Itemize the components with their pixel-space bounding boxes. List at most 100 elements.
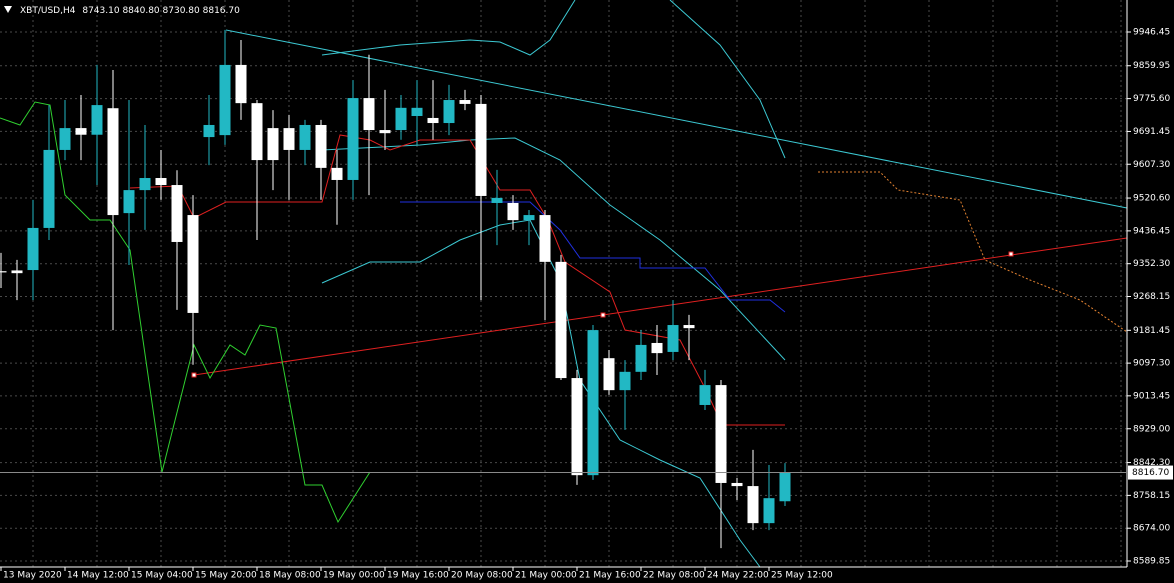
- candle-body: [347, 98, 359, 180]
- candle-body: [43, 149, 55, 228]
- chart-title: XBT/USD,H4 8743.10 8840.80 8730.80 8816.…: [20, 6, 240, 16]
- trend-line: [193, 237, 1128, 376]
- candle-body: [443, 100, 455, 124]
- candle-body: [683, 325, 695, 329]
- cloud-line: [818, 171, 1128, 333]
- y-tick-label: 8929.00: [1133, 424, 1170, 434]
- band-middle: [321, 137, 786, 361]
- candle-body: [75, 128, 87, 135]
- x-tick-label: 13 May 2020: [3, 571, 62, 581]
- candle-body: [187, 215, 199, 313]
- candle-body: [139, 178, 151, 191]
- candle-body: [107, 108, 119, 216]
- y-tick-label: 9691.45: [1133, 127, 1170, 137]
- trend-line: [225, 29, 1128, 209]
- candle-body: [219, 64, 231, 136]
- candle-body: [523, 215, 535, 221]
- candle-body: [235, 64, 247, 104]
- candle-body: [251, 103, 263, 161]
- y-tick-label: 8589.85: [1133, 557, 1170, 567]
- candle-body: [587, 330, 599, 476]
- candle-body: [171, 185, 183, 242]
- candle-body: [651, 342, 663, 354]
- x-tick-label: 14 May 12:00: [67, 571, 129, 581]
- candle-body: [571, 378, 583, 476]
- candles: [0, 29, 791, 549]
- candle-body: [123, 190, 135, 214]
- x-tick-label: 19 May 00:00: [323, 571, 385, 581]
- candle-body: [0, 271, 7, 273]
- candle-body: [619, 371, 631, 391]
- candle-body: [555, 261, 567, 379]
- candle-body: [283, 128, 295, 150]
- candle-body: [91, 105, 103, 135]
- candle-body: [475, 103, 487, 196]
- band-upper: [669, 0, 786, 159]
- candle-body: [59, 128, 71, 150]
- y-tick-label: 9268.15: [1133, 292, 1170, 302]
- y-tick-label: 9013.45: [1133, 391, 1170, 401]
- candle-body: [763, 498, 775, 524]
- candle-body: [715, 385, 727, 483]
- candle-body: [267, 128, 279, 161]
- candle-body: [731, 482, 743, 487]
- candle-body: [11, 270, 23, 274]
- x-tick-label: 22 May 08:00: [643, 571, 705, 581]
- x-tick-label: 19 May 16:00: [387, 571, 449, 581]
- candle-body: [635, 344, 647, 372]
- lagging-line: [0, 101, 371, 524]
- anchor-point: [600, 312, 606, 318]
- candle-body: [747, 486, 759, 524]
- y-tick-label: 9436.45: [1133, 226, 1170, 236]
- candle-body: [491, 197, 503, 203]
- x-tick-label: 20 May 08:00: [451, 571, 513, 581]
- ohlc-low: 8730.80: [163, 6, 200, 16]
- y-tick-label: 9352.30: [1133, 259, 1170, 269]
- ohlc-high: 8840.80: [122, 6, 159, 16]
- candle-body: [203, 124, 215, 138]
- anchor-point: [191, 372, 197, 378]
- y-tick-label: 9859.95: [1133, 61, 1170, 71]
- y-tick-label: 9775.60: [1133, 94, 1170, 104]
- x-tick-label: 25 May 12:00: [771, 571, 833, 581]
- band-upper: [321, 0, 576, 56]
- x-tick-label: 15 May 20:00: [195, 571, 257, 581]
- y-tick-label: 9607.30: [1133, 160, 1170, 170]
- anchor-point: [1008, 251, 1014, 257]
- candle-body: [539, 215, 551, 262]
- ohlc-close: 8816.70: [203, 6, 240, 16]
- candle-body: [779, 472, 791, 502]
- candle-body: [395, 107, 407, 131]
- candle-body: [299, 124, 311, 150]
- y-tick-label: 8758.15: [1133, 491, 1170, 501]
- y-tick-label: 8674.00: [1133, 524, 1170, 534]
- candle-body: [363, 98, 375, 131]
- y-tick-label: 9181.45: [1133, 326, 1170, 336]
- y-tick-label: 9520.60: [1133, 194, 1170, 204]
- candle-body: [507, 202, 519, 221]
- candle-body: [603, 358, 615, 391]
- menu-icon: [4, 6, 12, 13]
- candle-body: [315, 124, 327, 168]
- last-price-label: 8816.70: [1132, 468, 1169, 478]
- y-tick-label: 8842.30: [1133, 458, 1170, 468]
- candle-body: [155, 178, 167, 186]
- candle-body: [411, 107, 423, 117]
- candle-body: [459, 100, 471, 104]
- candle-body: [699, 385, 711, 405]
- x-tick-label: 18 May 08:00: [259, 571, 321, 581]
- x-tick-label: 21 May 00:00: [515, 571, 577, 581]
- x-tick-label: 15 May 04:00: [131, 571, 193, 581]
- x-tick-label: 21 May 16:00: [579, 571, 641, 581]
- y-tick-label: 9946.45: [1133, 27, 1170, 37]
- candle-body: [667, 325, 679, 352]
- last-price-box: [1128, 465, 1173, 480]
- symbol: XBT/USD,H4: [20, 6, 76, 16]
- candle-body: [427, 117, 439, 124]
- y-tick-label: 9097.30: [1133, 359, 1170, 369]
- candle-body: [379, 130, 391, 134]
- candle-body: [331, 167, 343, 180]
- x-tick-label: 24 May 22:00: [707, 571, 769, 581]
